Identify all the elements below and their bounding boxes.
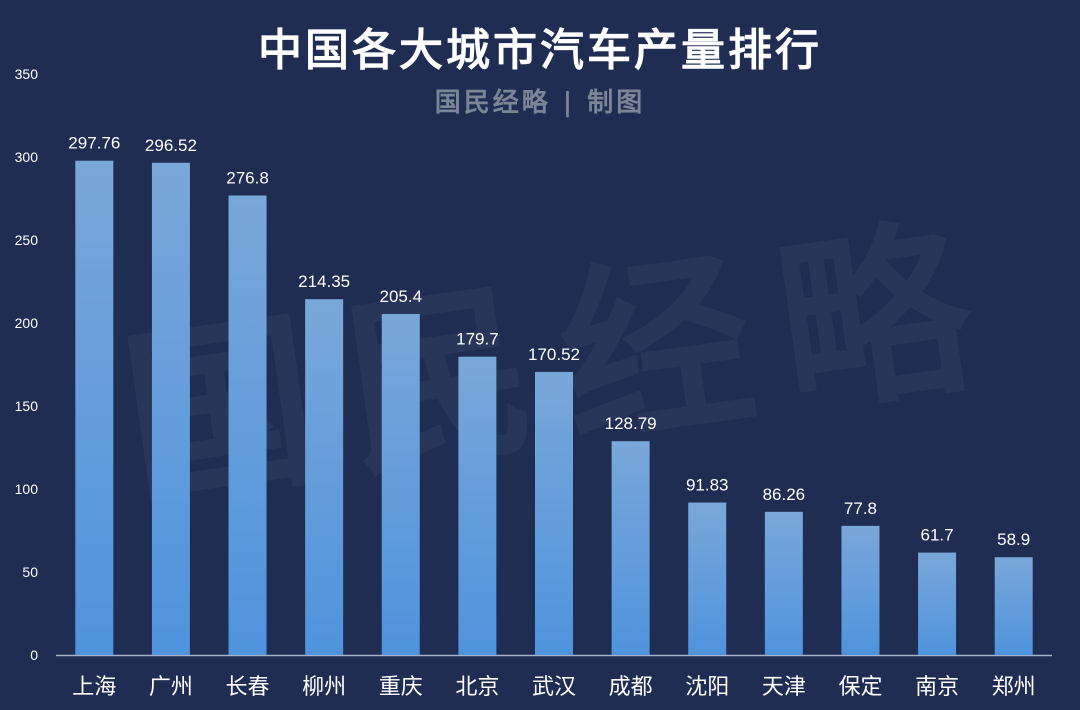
x-tick-label: 上海 xyxy=(72,675,116,700)
y-tick-label: 250 xyxy=(15,232,39,248)
x-tick-label: 保定 xyxy=(838,675,882,700)
bar-value-label: 205.4 xyxy=(379,287,422,306)
bar-3 xyxy=(305,299,344,655)
x-tick-label: 北京 xyxy=(455,675,499,700)
x-tick-label: 沈阳 xyxy=(685,675,729,700)
bar-0 xyxy=(75,160,114,656)
x-tick-label: 广州 xyxy=(149,675,193,700)
x-tick-label: 郑州 xyxy=(992,675,1036,700)
bars xyxy=(75,160,1033,656)
chart-title: 中国各大城市汽车产量排行 xyxy=(258,25,822,76)
bar-6 xyxy=(535,371,573,655)
y-tick-label: 50 xyxy=(22,564,38,580)
chart-subtitle: 国民经略 | 制图 xyxy=(434,88,646,118)
bar-value-label: 296.52 xyxy=(145,136,197,155)
bar-4 xyxy=(381,314,420,655)
bar-value-label: 77.8 xyxy=(844,499,877,518)
bar-value-label: 297.76 xyxy=(68,134,120,153)
bar-10 xyxy=(841,525,880,655)
bar-9 xyxy=(764,511,803,655)
bar-value-label: 214.35 xyxy=(298,272,350,291)
bar-value-label: 86.26 xyxy=(763,485,806,504)
x-axis: 上海 广州 长春 柳州 重庆 北京 武汉 成都 沈阳 天津 保定 南京 郑州 xyxy=(56,654,1052,700)
x-tick-label: 南京 xyxy=(915,675,959,700)
x-tick-label: 柳州 xyxy=(302,675,346,700)
bar-5 xyxy=(458,356,497,655)
x-tick-label: 长春 xyxy=(226,675,270,700)
x-tick-label: 武汉 xyxy=(532,675,576,700)
bar-value-label: 61.7 xyxy=(921,526,954,545)
y-tick-label: 350 xyxy=(15,66,39,82)
y-tick-label: 300 xyxy=(15,149,39,165)
y-tick-label: 150 xyxy=(15,398,39,414)
bar-value-label: 58.9 xyxy=(997,530,1030,549)
bar-value-label: 128.79 xyxy=(605,414,657,433)
x-tick-label: 天津 xyxy=(762,675,806,700)
bar-2 xyxy=(228,195,267,655)
bar-value-label: 179.7 xyxy=(456,330,499,349)
bar-value-label: 276.8 xyxy=(226,169,269,188)
bar-1 xyxy=(151,162,190,655)
y-tick-label: 100 xyxy=(15,481,39,497)
y-axis: 0 50 100 150 200 250 300 350 xyxy=(15,66,39,663)
y-tick-label: 200 xyxy=(15,315,39,331)
y-tick-label: 0 xyxy=(30,647,38,663)
bar-11 xyxy=(918,552,957,655)
value-labels: 297.76 296.52 276.8 214.35 205.4 179.7 170.52 1… xyxy=(68,134,1030,550)
bar-value-label: 170.52 xyxy=(528,345,580,364)
bar-8 xyxy=(688,502,727,655)
x-tick-label: 成都 xyxy=(609,675,653,700)
bar-7 xyxy=(611,441,650,655)
x-tick-label: 重庆 xyxy=(379,675,423,700)
bar-12 xyxy=(994,557,1033,655)
bar-value-label: 91.83 xyxy=(686,476,729,495)
